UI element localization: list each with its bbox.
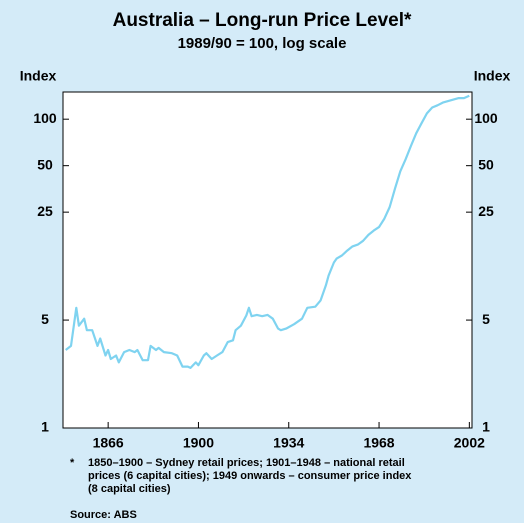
footnote-line: 1850–1900 – Sydney retail prices; 1901–1… — [88, 457, 405, 469]
y2-tick-label: 50 — [478, 156, 494, 172]
source: Source: ABS — [70, 509, 137, 521]
x-tick-label: 2002 — [454, 435, 485, 451]
x-tick-label: 1866 — [93, 435, 124, 451]
x-tick-label: 1934 — [273, 435, 304, 451]
footnote-marker: * — [70, 457, 75, 469]
chart-subtitle: 1989/90 = 100, log scale — [178, 35, 347, 52]
y2-tick-label: 5 — [482, 311, 490, 327]
y2-tick-label: 100 — [474, 110, 498, 126]
footnote-line: (8 capital cities) — [88, 483, 171, 495]
y-axis-label: Index — [20, 68, 57, 84]
y2-axis-label: Index — [474, 68, 511, 84]
y-tick-label: 25 — [37, 203, 53, 219]
y2-tick-label: 1 — [482, 419, 490, 435]
footnote-line: prices (6 capital cities); 1949 onwards … — [88, 470, 412, 482]
y-tick-label: 50 — [37, 156, 53, 172]
y-tick-label: 1 — [41, 419, 49, 435]
x-tick-label: 1968 — [363, 435, 394, 451]
chart-title: Australia – Long-run Price Level* — [113, 10, 412, 31]
plot-area — [62, 91, 473, 429]
y-tick-label: 100 — [33, 110, 57, 126]
x-tick-label: 1900 — [183, 435, 214, 451]
y-tick-label: 5 — [41, 311, 49, 327]
y2-tick-label: 25 — [478, 203, 494, 219]
price-line — [65, 94, 470, 369]
